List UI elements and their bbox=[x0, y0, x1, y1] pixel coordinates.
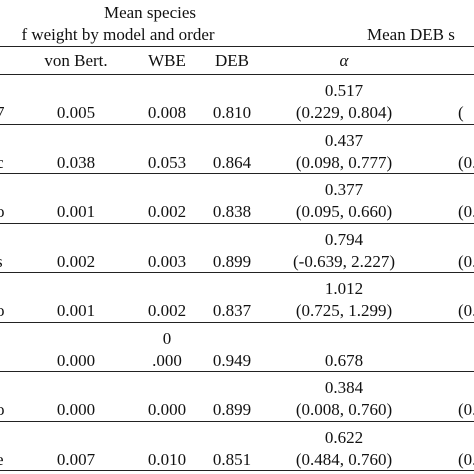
group-header-mean-deb: Mean DEB s bbox=[367, 25, 455, 44]
row-divider bbox=[0, 420, 474, 422]
cell-von-bert: 0.001 bbox=[56, 202, 96, 221]
cell-alpha-ci: (0.098, 0.777) bbox=[295, 152, 393, 172]
cell-von-bert: 0.000 bbox=[56, 350, 96, 370]
col-header-alpha: α bbox=[339, 51, 349, 70]
cell-von-bert: 0.001 bbox=[56, 301, 96, 320]
row-divider bbox=[0, 470, 474, 471]
cell-alpha: 0.437 bbox=[324, 130, 364, 150]
cell-deb: 0.810 bbox=[212, 103, 252, 122]
cell-wbe: 0.008 bbox=[147, 103, 187, 122]
cell-wbe: 0.053 bbox=[147, 152, 187, 172]
col-header-von-bert: von Bert. bbox=[44, 51, 108, 70]
cell-right-fragment: ( bbox=[458, 103, 464, 122]
cell-alpha: 0.794 bbox=[324, 229, 364, 249]
cell-deb: 0.899 bbox=[212, 251, 252, 271]
cell-alpha-ci: (-0.639, 2.227) bbox=[293, 251, 395, 271]
row-label-fragment: o bbox=[0, 202, 5, 221]
cell-von-bert: 0.005 bbox=[56, 103, 96, 122]
row-divider bbox=[0, 222, 474, 224]
row-divider bbox=[0, 321, 474, 323]
row-label-fragment: 7 bbox=[0, 103, 5, 122]
row-divider bbox=[0, 272, 474, 273]
cell-alpha-ci: 0.678 bbox=[324, 350, 364, 370]
cell-right-fragment: (0.7 bbox=[458, 251, 474, 271]
cell-alpha-ci: (0.484, 0.760) bbox=[295, 449, 393, 469]
cell-right-fragment: (0.7 bbox=[458, 301, 474, 320]
row-divider bbox=[0, 123, 474, 125]
cell-alpha-ci: (0.725, 1.299) bbox=[295, 301, 393, 320]
cell-right-fragment: (0.5 bbox=[458, 449, 474, 469]
cell-wbe: 0.003 bbox=[147, 251, 187, 271]
cell-alpha: 1.012 bbox=[324, 279, 364, 298]
cell-von-bert: 0.007 bbox=[56, 449, 96, 469]
cell-wbe-upper: 0 bbox=[162, 328, 172, 348]
cell-deb: 0.899 bbox=[212, 400, 252, 419]
header-rule-bottom bbox=[0, 74, 474, 75]
row-divider bbox=[0, 371, 474, 372]
group-header-mean-species: Mean species bbox=[103, 3, 197, 22]
cell-wbe: 0.002 bbox=[147, 202, 187, 221]
row-label-fragment: s bbox=[0, 253, 3, 270]
cell-von-bert: 0.038 bbox=[56, 152, 96, 172]
cell-alpha: 0.622 bbox=[324, 427, 364, 447]
row-divider bbox=[0, 173, 474, 174]
cell-alpha-ci: (0.008, 0.760) bbox=[295, 400, 393, 419]
row-label-fragment: o bbox=[0, 400, 5, 419]
cell-deb: 0.949 bbox=[212, 350, 252, 370]
row-label-fragment: o bbox=[0, 301, 5, 320]
cell-von-bert: 0.002 bbox=[56, 251, 96, 271]
group-header-weight-by-model: f weight by model and order bbox=[21, 25, 215, 44]
row-label-fragment: c bbox=[0, 154, 4, 171]
col-header-deb: DEB bbox=[215, 51, 249, 70]
cell-deb: 0.851 bbox=[212, 449, 252, 469]
cell-deb: 0.838 bbox=[212, 202, 252, 221]
cell-alpha-ci: (0.229, 0.804) bbox=[295, 103, 393, 122]
cell-alpha-ci: (0.095, 0.660) bbox=[295, 202, 393, 221]
row-label-fragment: e bbox=[0, 451, 4, 468]
col-header-wbe: WBE bbox=[148, 51, 186, 70]
cell-von-bert: 0.000 bbox=[56, 400, 96, 419]
cell-deb: 0.864 bbox=[212, 152, 252, 172]
cell-wbe: 0.002 bbox=[147, 301, 187, 320]
cell-wbe: 0.000 bbox=[147, 400, 187, 419]
cell-wbe: .000 bbox=[152, 350, 182, 370]
cell-wbe: 0.010 bbox=[147, 449, 187, 469]
cell-alpha: 0.384 bbox=[324, 378, 364, 397]
cell-right-fragment: (0.6 bbox=[458, 152, 474, 172]
cell-alpha: 0.377 bbox=[324, 180, 364, 199]
cell-right-fragment: (0.7 bbox=[458, 202, 474, 221]
header-rule-top bbox=[0, 46, 474, 47]
cell-right-fragment: (0.6 bbox=[458, 400, 474, 419]
cell-deb: 0.837 bbox=[212, 301, 252, 320]
cell-alpha: 0.517 bbox=[324, 81, 364, 100]
